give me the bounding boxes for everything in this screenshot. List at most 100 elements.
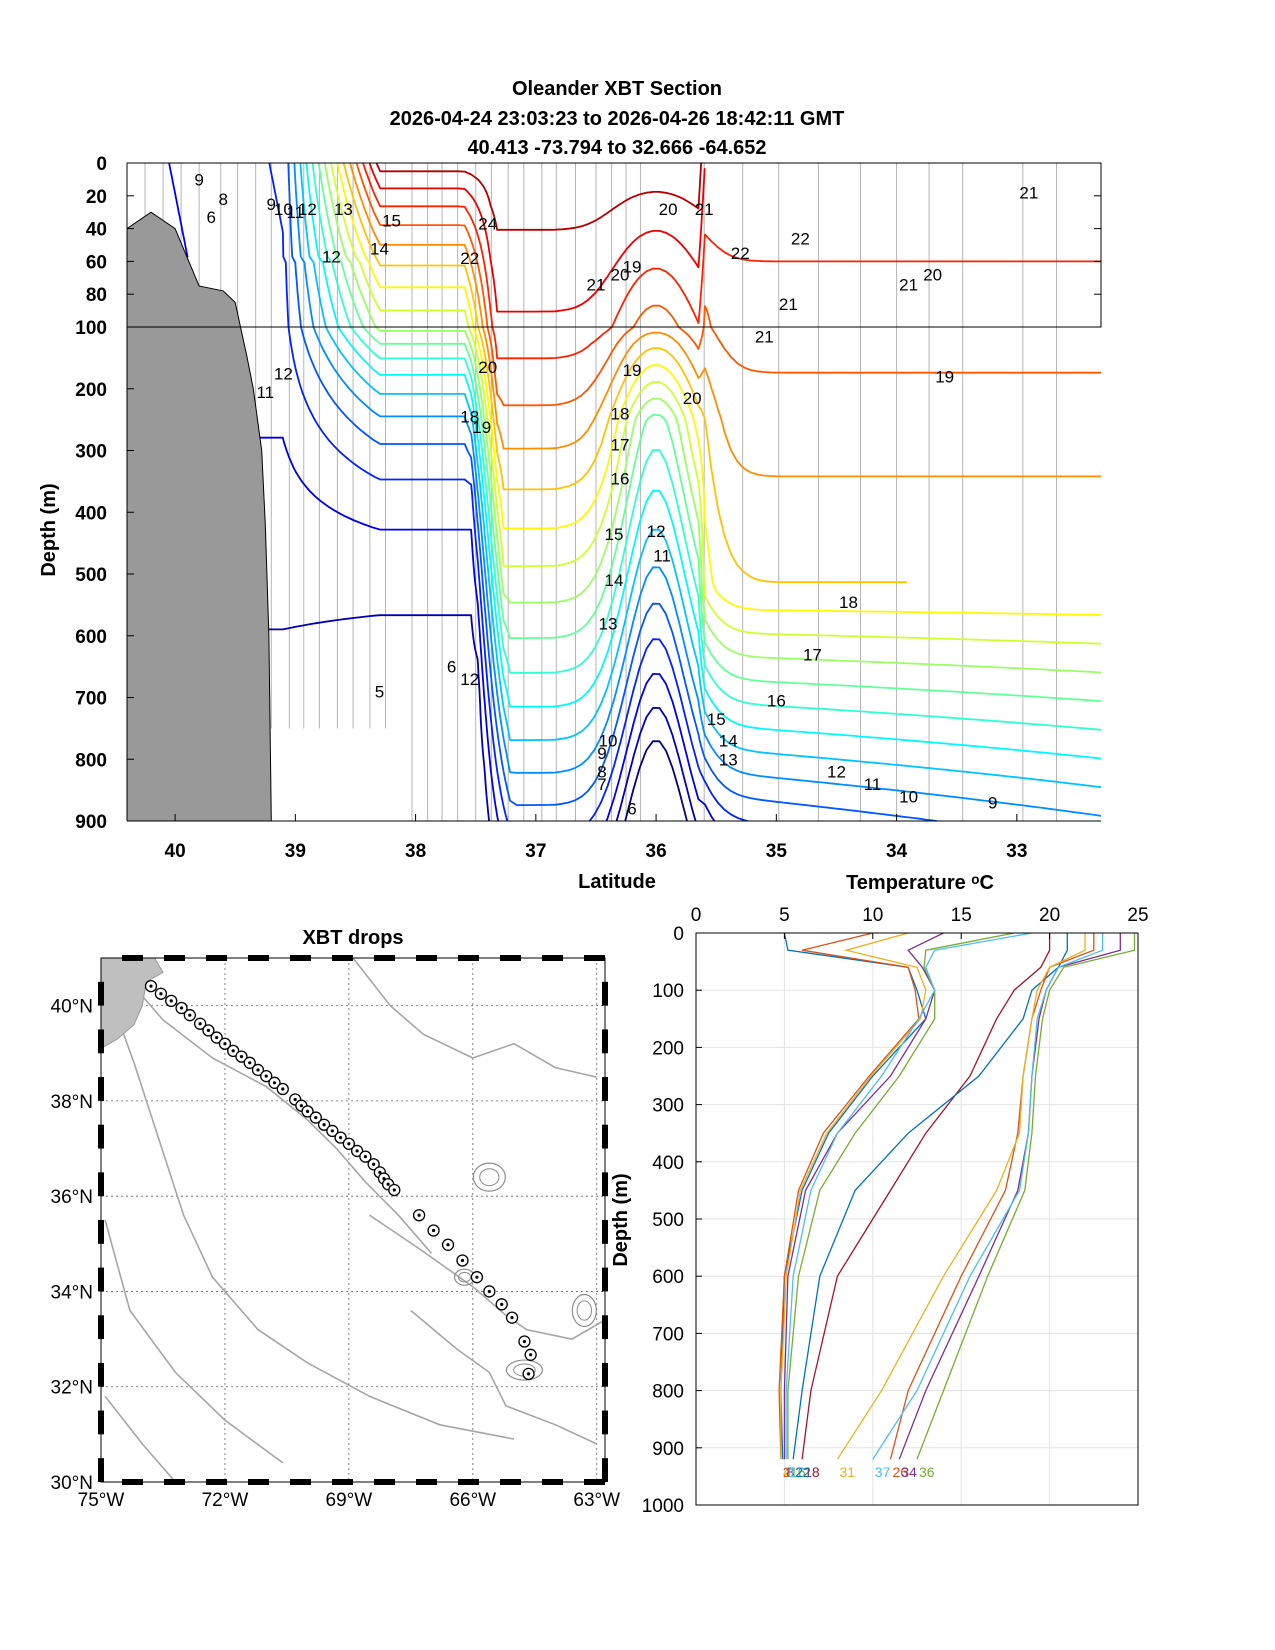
map-lon-label: 66°W <box>449 1490 496 1511</box>
profile-label-34: 34 <box>901 1464 917 1480</box>
y-tick-label: 600 <box>75 627 107 648</box>
isotherm-19 <box>481 327 1101 478</box>
isotherm-label-14: 14 <box>370 239 389 258</box>
isotherm-20 <box>355 163 712 327</box>
xbt-drop-dot-38 <box>500 1302 504 1306</box>
isotherm-label-13: 13 <box>719 750 738 769</box>
xbt-drop-dot-2 <box>159 992 163 996</box>
isotherm-label-21: 21 <box>899 275 918 294</box>
section-axes: 0 20 40 60 80 100 200 300 400 500 600 700 800 900 40 39… <box>75 154 1102 862</box>
xbt-drop-dot-10 <box>231 1049 235 1053</box>
map-lon-label: 69°W <box>326 1490 373 1511</box>
profile-label-1: 1 <box>785 1464 793 1480</box>
profile-label-17: 17 <box>788 1464 804 1480</box>
xbt-drop-dot-5 <box>188 1013 192 1017</box>
isotherm-label-11: 11 <box>256 383 274 402</box>
map-lat-label: 40°N <box>51 997 93 1018</box>
profile-y-tick-label: 600 <box>652 1267 684 1288</box>
xbt-drop-dot-1 <box>149 984 153 988</box>
map-border-tick <box>542 955 563 961</box>
profile-label-4: 4 <box>783 1464 791 1480</box>
profile-y-tick-label: 1000 <box>642 1496 684 1517</box>
map-border-tick <box>98 1315 104 1340</box>
map-border-tick <box>602 1172 608 1197</box>
y-tick-label: 0 <box>96 154 107 175</box>
isotherm-label-9: 9 <box>194 170 203 189</box>
isotherm-label-18: 18 <box>839 593 858 612</box>
y-tick-label: 400 <box>75 503 107 524</box>
isotherm-label-8: 8 <box>218 190 227 209</box>
profile-line-17 <box>785 933 1033 1460</box>
isotherm-14 <box>317 163 365 327</box>
map-border-tick <box>602 1458 608 1482</box>
profile-x-tick-label: 5 <box>779 905 790 926</box>
isotherm-label-8: 8 <box>597 763 606 782</box>
isobath-2 <box>112 1005 515 1440</box>
isotherm-14 <box>362 327 1101 702</box>
map-border-tick <box>98 1029 104 1054</box>
isotherm-label-12: 12 <box>322 247 341 266</box>
seafloor-land <box>127 211 242 327</box>
profile-label-37: 37 <box>875 1464 891 1480</box>
profile-y-tick-label: 100 <box>652 981 684 1002</box>
map-border-tick <box>416 955 437 961</box>
map-lon-label: 75°W <box>78 1490 125 1511</box>
isotherm-label-9: 9 <box>988 793 997 812</box>
xbt-drop-dot-40 <box>522 1339 527 1344</box>
section-time-range: 2026-04-24 23:03:23 to 2026-04-26 18:42:… <box>390 108 845 130</box>
profile-label-26: 26 <box>892 1464 908 1480</box>
xbt-drop-dot-24 <box>347 1142 351 1146</box>
isotherm-label-5: 5 <box>375 682 384 701</box>
map-border-tick <box>542 1479 563 1485</box>
upper-panel-frame <box>126 162 1102 328</box>
xbt-drop-dot-19 <box>305 1109 310 1113</box>
map-border-tick <box>458 1479 479 1485</box>
isotherm-label-19: 19 <box>472 418 491 437</box>
isobath-5 <box>352 958 597 1078</box>
isotherm-label-6: 6 <box>447 658 456 677</box>
map-border-tick <box>458 955 479 961</box>
isotherm-label-15: 15 <box>707 710 726 729</box>
map-border-tick <box>164 955 185 961</box>
isotherm-label-9: 9 <box>267 195 276 214</box>
isotherm-label-21: 21 <box>1019 184 1038 203</box>
isotherm-22 <box>368 163 706 313</box>
isotherm-11 <box>299 163 327 327</box>
isotherm-10 <box>293 163 315 327</box>
xbt-drop-dot-9 <box>223 1042 227 1046</box>
seamount-contour-inner-2 <box>576 1300 593 1321</box>
profile-line-36 <box>916 933 1136 1460</box>
isotherm-label-13: 13 <box>334 200 353 219</box>
map-border-tick <box>290 1479 311 1485</box>
isotherm-label-12: 12 <box>647 522 666 541</box>
map-lat-label: 36°N <box>51 1187 93 1208</box>
y-tick-label: 700 <box>75 689 107 710</box>
map-lat-label: 30°N <box>51 1473 93 1494</box>
section-upper-panel <box>127 163 1101 327</box>
section-lower-panel <box>127 327 1101 821</box>
y-tick-label: 200 <box>75 380 107 401</box>
map-border-tick <box>98 1267 104 1292</box>
map-border-tick <box>602 1267 608 1292</box>
xbt-drop-dot-16 <box>281 1087 285 1091</box>
isotherm-label-18: 18 <box>611 404 630 423</box>
profile-label-18: 18 <box>804 1464 820 1480</box>
map-border-tick <box>248 955 269 961</box>
profile-y-tick-label: 800 <box>652 1382 684 1403</box>
x-tick-label: 37 <box>525 841 546 862</box>
xbt-drop-dot-25 <box>355 1149 359 1153</box>
isotherm-label-20: 20 <box>659 200 678 219</box>
isotherm-16 <box>467 327 1101 645</box>
map-border-tick <box>206 955 227 961</box>
isotherm-15 <box>375 327 1101 674</box>
profile-y-tick-label: 700 <box>652 1324 684 1345</box>
profile-label-36: 36 <box>919 1464 935 1480</box>
x-tick-label: 38 <box>405 841 426 862</box>
isobath-1 <box>125 976 433 1254</box>
map-axes: 75°W 72°W 69°W 66°W 63°W 30°N 32°N 34°N 36°N 38°N… <box>51 955 620 1511</box>
isotherm-label-20: 20 <box>478 358 497 377</box>
xbt-drop-dot-32 <box>417 1213 421 1217</box>
isotherm-8 <box>268 163 290 327</box>
isotherm-15 <box>323 163 377 327</box>
